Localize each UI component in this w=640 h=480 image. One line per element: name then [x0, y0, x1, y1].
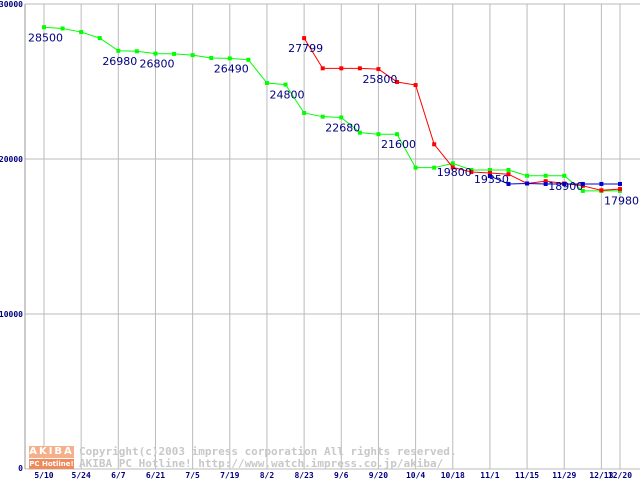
- data-point-green: [487, 168, 492, 173]
- data-point-green: [134, 49, 139, 54]
- x-tick-label: 12/13: [589, 471, 613, 480]
- x-tick-label: 8/23: [294, 471, 313, 480]
- x-tick-label: 10/18: [441, 471, 465, 480]
- data-point-green: [580, 188, 585, 193]
- x-tick-label: 7/19: [220, 471, 239, 480]
- data-point-blue: [487, 174, 492, 179]
- data-point-green: [506, 168, 511, 173]
- logo-bottom: PC Hotline!: [29, 459, 74, 469]
- x-tick-label: 12/20: [608, 471, 632, 480]
- data-point-red: [357, 66, 362, 71]
- data-label: 21600: [381, 138, 416, 151]
- data-point-green: [116, 48, 121, 53]
- akiba-logo: AKIBA PC Hotline!: [29, 446, 74, 469]
- data-point-blue: [599, 181, 604, 186]
- logo-top: AKIBA: [29, 446, 74, 458]
- data-label: 25800: [362, 73, 397, 86]
- x-tick-label: 8/2: [260, 471, 275, 480]
- series-line-green: [43, 26, 620, 192]
- data-point-green: [246, 57, 251, 62]
- x-tick-label: 9/6: [334, 471, 349, 480]
- data-label: 17980: [604, 194, 639, 207]
- data-label: 26800: [139, 58, 174, 71]
- data-point-red: [320, 66, 325, 71]
- x-tick-label: 5/10: [34, 471, 53, 480]
- y-tick-label: 0: [18, 464, 23, 473]
- y-tick-label: 20000: [0, 155, 23, 164]
- x-tick-label: 6/7: [111, 471, 126, 480]
- data-label: 24800: [270, 89, 305, 102]
- data-point-green: [320, 114, 325, 119]
- data-point-green: [562, 173, 567, 178]
- data-point-red: [302, 36, 307, 41]
- data-point-red: [432, 142, 437, 147]
- data-point-green: [42, 25, 46, 30]
- data-point-green: [283, 82, 288, 87]
- x-tick-label: 11/15: [515, 471, 539, 480]
- x-tick-label: 6/21: [146, 471, 165, 480]
- data-point-green: [172, 51, 177, 56]
- data-point-green: [60, 26, 65, 31]
- data-label: 26980: [102, 55, 137, 68]
- data-point-green: [79, 30, 84, 35]
- data-point-red: [617, 187, 622, 192]
- y-tick-label: 30000: [0, 0, 23, 9]
- data-point-green: [525, 173, 530, 178]
- data-point-green: [227, 56, 232, 61]
- data-point-red: [450, 165, 455, 170]
- data-point-green: [97, 36, 102, 41]
- data-point-red: [506, 172, 511, 177]
- data-point-green: [209, 55, 214, 60]
- data-point-green: [413, 165, 418, 170]
- data-point-green: [469, 168, 474, 173]
- data-point-red: [487, 170, 492, 175]
- series-line-blue: [489, 175, 620, 185]
- data-label: 28500: [28, 31, 63, 44]
- x-tick-label: 11/1: [480, 471, 499, 480]
- data-point-red: [376, 67, 381, 72]
- data-point-blue: [525, 181, 530, 186]
- y-tick-label: 10000: [0, 310, 23, 319]
- data-point-blue: [617, 181, 622, 186]
- data-point-green: [302, 110, 307, 115]
- data-point-green: [190, 53, 195, 58]
- data-point-blue: [580, 181, 585, 186]
- data-point-red: [339, 66, 344, 71]
- data-point-green: [357, 130, 362, 135]
- data-point-green: [395, 132, 400, 137]
- x-tick-label: 10/4: [406, 471, 425, 480]
- data-label: 19800: [437, 166, 472, 179]
- x-tick-label: 5/24: [72, 471, 91, 480]
- data-point-green: [153, 51, 158, 56]
- data-point-red: [543, 179, 548, 184]
- data-point-blue: [562, 181, 567, 186]
- data-point-red: [395, 79, 400, 84]
- data-point-red: [469, 170, 474, 175]
- data-point-green: [450, 161, 455, 166]
- data-label: 22680: [325, 121, 360, 134]
- data-point-green: [376, 132, 381, 137]
- data-point-green: [339, 115, 344, 120]
- x-tick-label: 11/29: [552, 471, 576, 480]
- data-label: 26490: [214, 62, 249, 75]
- data-point-green: [264, 81, 269, 86]
- watermark-copyright: Copyright(c)2003 impress corporation All…: [79, 445, 457, 458]
- data-label: 18900: [548, 180, 583, 193]
- data-point-blue: [506, 181, 511, 186]
- data-point-green: [543, 173, 548, 178]
- data-point-red: [599, 188, 604, 193]
- x-tick-label: 7/5: [185, 471, 200, 480]
- data-label: 19350: [474, 173, 509, 186]
- data-label: 27799: [288, 42, 323, 55]
- data-point-red: [413, 83, 418, 88]
- data-point-green: [432, 165, 437, 170]
- watermark-url: AKIBA PC Hotline! http://www.watch.impre…: [79, 457, 444, 470]
- x-tick-label: 9/20: [369, 471, 388, 480]
- data-point-blue: [543, 181, 548, 186]
